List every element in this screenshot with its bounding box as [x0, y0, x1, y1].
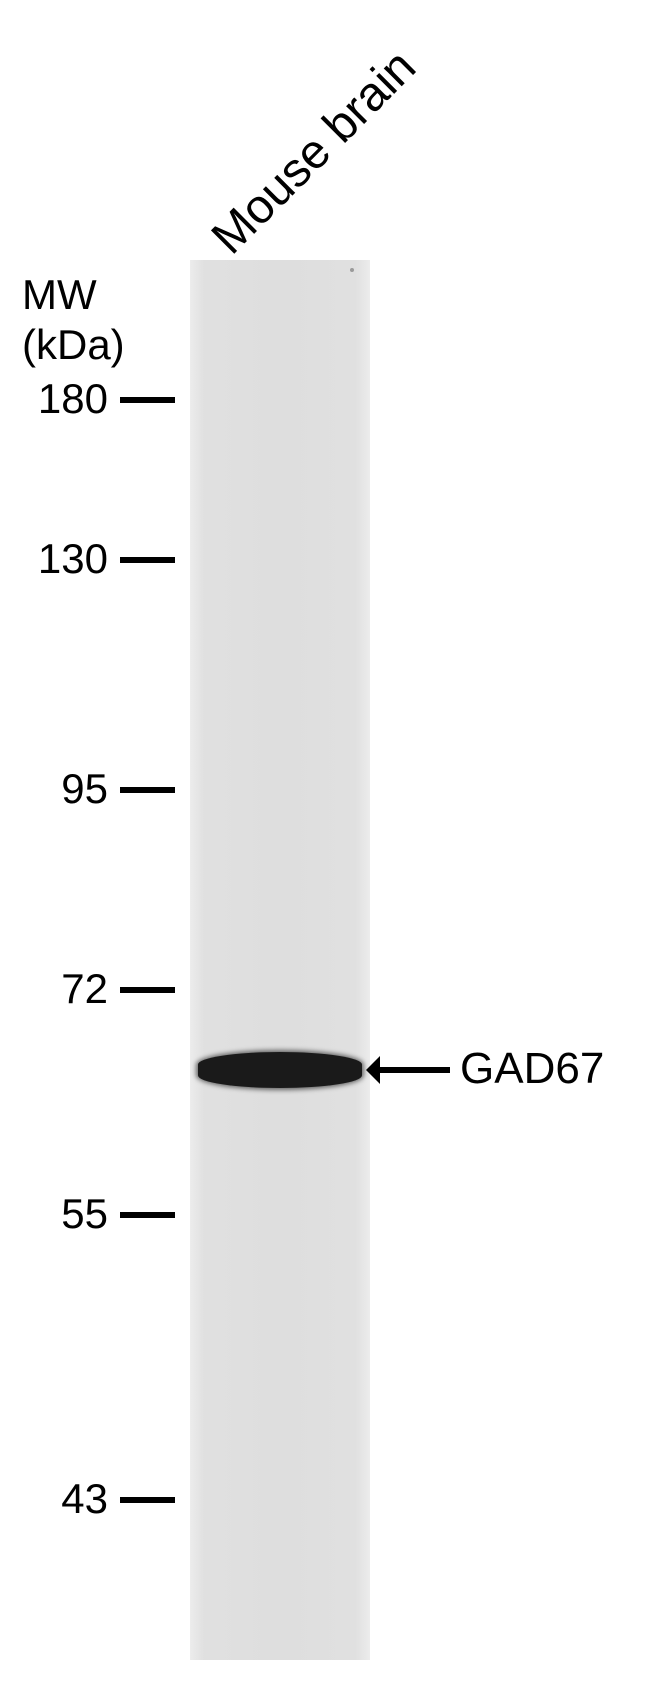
target-label: GAD67	[460, 1044, 604, 1094]
gad67-band	[198, 1052, 362, 1088]
marker-tick-180	[120, 397, 175, 403]
blot-speck-0	[350, 268, 354, 272]
marker-label-180: 180	[38, 375, 108, 423]
blot-lane	[190, 260, 370, 1660]
mw-header-line2: (kDa)	[22, 321, 125, 368]
target-arrow-head	[366, 1056, 380, 1084]
western-blot-figure: Mouse brain MW (kDa) 180 130 95 72 55 43 GAD6…	[0, 0, 650, 1705]
mw-header-line1: MW	[22, 271, 97, 318]
marker-tick-95	[120, 787, 175, 793]
lane-label: Mouse brain	[201, 39, 427, 265]
marker-tick-55	[120, 1212, 175, 1218]
marker-label-72: 72	[61, 965, 108, 1013]
marker-label-43: 43	[61, 1475, 108, 1523]
marker-tick-130	[120, 557, 175, 563]
mw-header: MW (kDa)	[22, 270, 125, 371]
target-arrow-line	[380, 1067, 450, 1073]
marker-label-130: 130	[38, 535, 108, 583]
marker-tick-72	[120, 987, 175, 993]
marker-label-95: 95	[61, 765, 108, 813]
marker-tick-43	[120, 1497, 175, 1503]
marker-label-55: 55	[61, 1190, 108, 1238]
